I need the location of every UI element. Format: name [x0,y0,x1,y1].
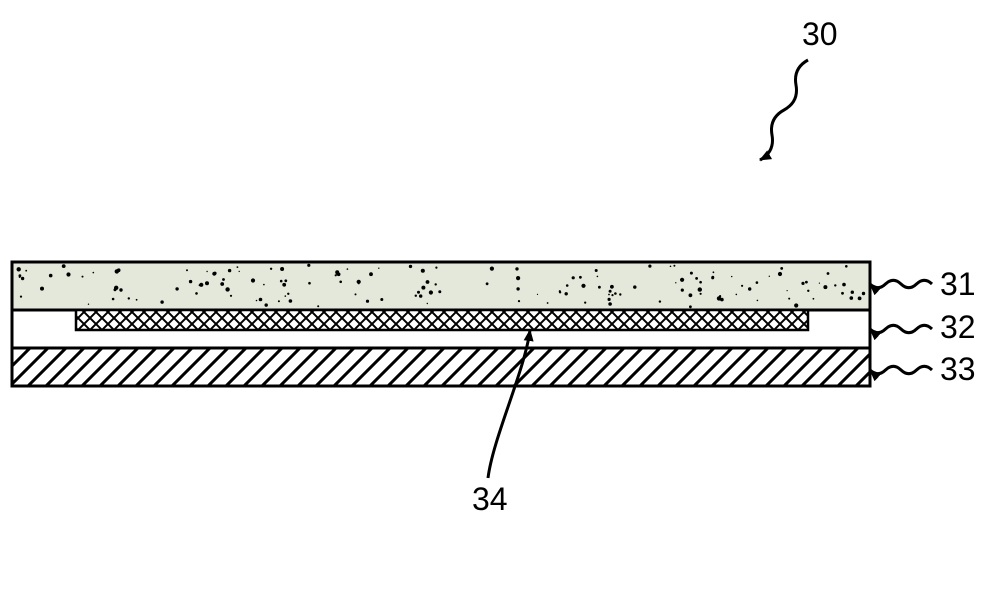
diagram-svg: 31 32 33 34 30 [0,0,1000,589]
label-top: 31 [940,266,976,302]
leader-line [870,366,932,373]
leader-line [870,325,932,332]
leader-line [760,60,808,160]
label-bottom: 33 [940,351,976,387]
label-assembly: 30 [802,16,838,52]
embedded-insert [76,310,808,330]
label-embedded: 34 [472,481,508,517]
leader-line [870,280,932,287]
label-middle: 32 [940,309,976,345]
